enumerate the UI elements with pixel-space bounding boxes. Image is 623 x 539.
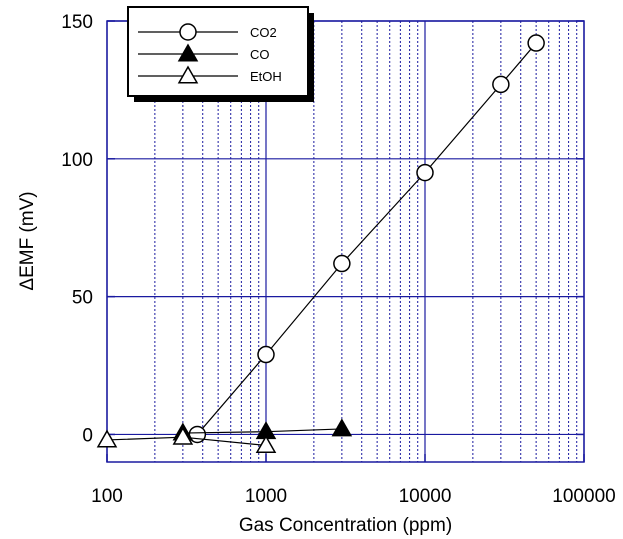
legend: CO2 CO EtOH (127, 6, 314, 102)
legend-box (127, 6, 309, 97)
legend-entry-co2: CO2 (138, 23, 277, 41)
x-tick-label: 100 (91, 486, 123, 507)
y-tick-label: 100 (61, 150, 93, 171)
data-point-co2 (416, 163, 434, 182)
y-tick-label: 50 (72, 288, 93, 309)
legend-marker-co2 (179, 23, 197, 41)
legend-entry-etoh: EtOH (138, 65, 282, 84)
series (96, 34, 545, 453)
data-point-etoh (96, 429, 118, 448)
legend-label-co2: CO2 (250, 25, 277, 40)
legend-label-etoh: EtOH (250, 69, 282, 84)
data-point-co2 (333, 254, 351, 273)
series-co2 (188, 34, 545, 444)
series-etoh (96, 426, 277, 453)
x-axis-title: Gas Concentration (ppm) (239, 515, 452, 536)
y-tick-label: 0 (82, 425, 93, 446)
data-point-co (331, 418, 353, 437)
axis-ticks: 100 1000 10000 100000 0 50 100 150 (61, 12, 615, 507)
legend-entry-co: CO (138, 43, 270, 62)
data-point-co2 (492, 75, 510, 94)
legend-marker-etoh (177, 65, 199, 84)
data-point-co2 (257, 345, 275, 364)
data-point-etoh (255, 434, 277, 453)
y-tick-label: 150 (61, 12, 93, 33)
data-point-co2 (527, 34, 545, 52)
x-tick-label: 10000 (399, 486, 452, 507)
series-line-co2 (196, 42, 537, 435)
plot-frame (106, 20, 585, 463)
grid (106, 20, 585, 462)
legend-marker-co (177, 43, 199, 62)
x-tick-label: 1000 (245, 486, 287, 507)
y-axis-title: ΔEMF (mV) (17, 191, 38, 290)
x-tick-label: 100000 (552, 486, 615, 507)
legend-label-co: CO (250, 47, 270, 62)
data-point-etoh (172, 426, 194, 445)
